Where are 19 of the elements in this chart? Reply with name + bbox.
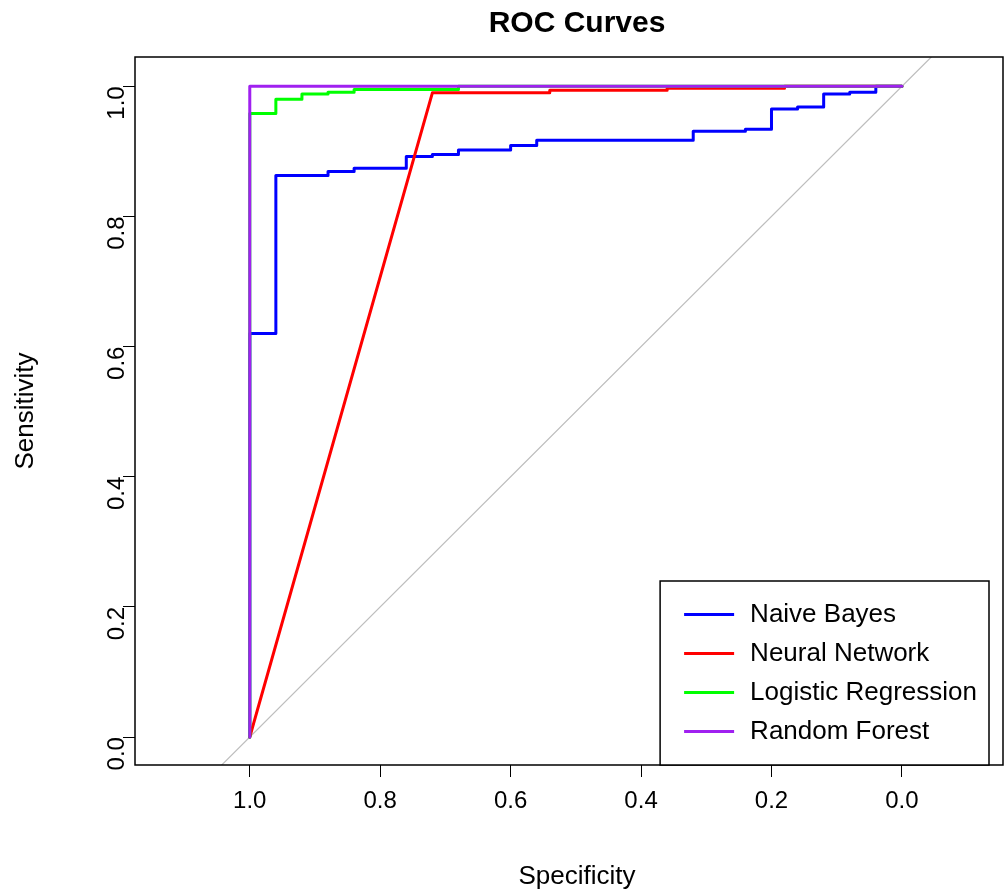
- y-tick-label: 0.2: [101, 606, 129, 641]
- x-tick-label: 0.0: [885, 786, 919, 814]
- y-tick-label: 1.0: [101, 86, 129, 120]
- x-tick-label: 0.4: [624, 786, 658, 814]
- legend-label: Random Forest: [750, 714, 931, 745]
- legend-label: Naive Bayes: [750, 597, 897, 628]
- x-tick-label: 1.0: [233, 786, 267, 814]
- x-tick-label: 0.2: [754, 786, 789, 814]
- x-tick-label: 0.6: [493, 786, 528, 814]
- y-tick-label: 0.0: [101, 737, 129, 771]
- x-tick-label: 0.8: [363, 786, 397, 814]
- legend-label: Logistic Regression: [750, 675, 977, 706]
- chart-title: ROC Curves: [488, 5, 666, 39]
- y-tick-label: 0.4: [101, 476, 129, 511]
- legend-label: Neural Network: [750, 636, 931, 667]
- x-axis-title: Specificity: [518, 860, 636, 891]
- y-tick-label: 0.8: [101, 216, 129, 250]
- y-tick-label: 0.6: [101, 346, 129, 380]
- y-axis-title: Sensitivity: [9, 352, 40, 470]
